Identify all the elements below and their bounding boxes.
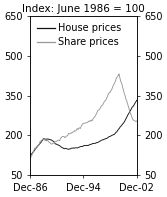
Legend: House prices, Share prices: House prices, Share prices <box>35 21 124 49</box>
Title: Index: June 1986 = 100: Index: June 1986 = 100 <box>22 4 145 14</box>
